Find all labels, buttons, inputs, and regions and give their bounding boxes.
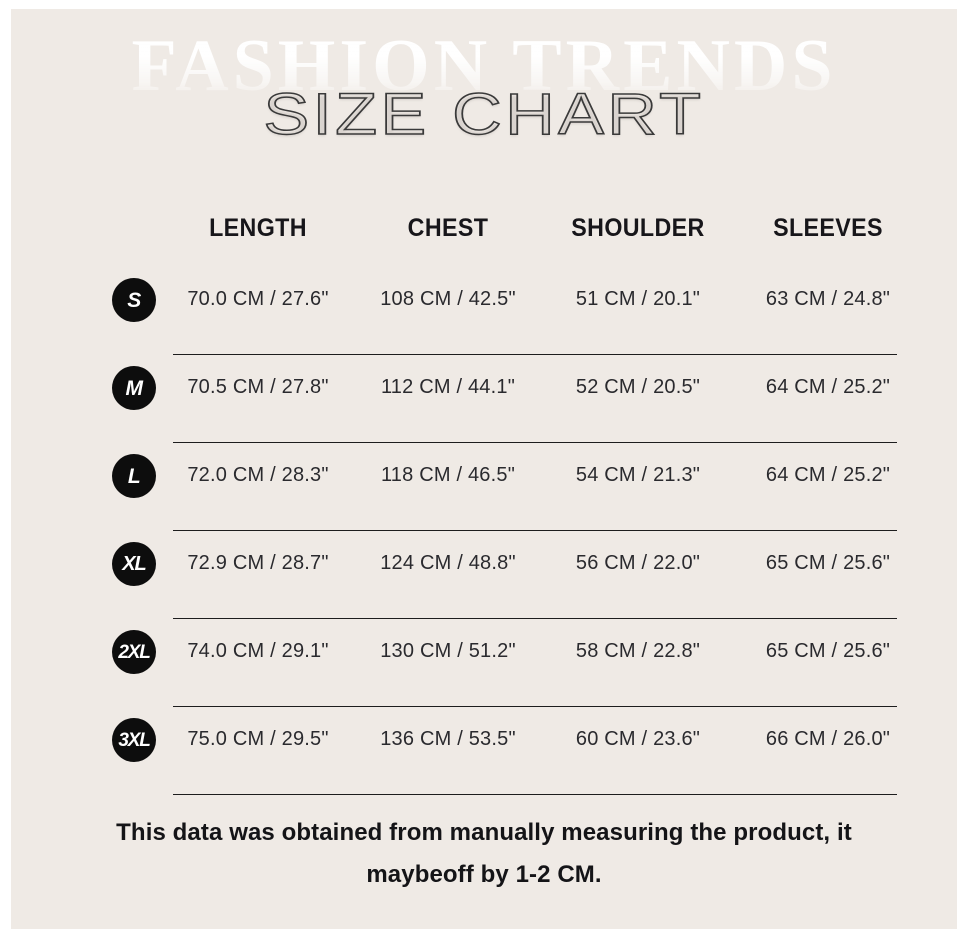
row-values: 75.0 CM / 29.5" 136 CM / 53.5" 60 CM / 2… — [11, 707, 957, 771]
cell-length: 72.9 CM / 28.7" — [187, 551, 329, 574]
row-values: 72.9 CM / 28.7" 124 CM / 48.8" 56 CM / 2… — [11, 531, 957, 595]
footer-line-1: This data was obtained from manually mea… — [116, 819, 852, 847]
size-badge-3xl: 3XL — [112, 718, 156, 762]
cell-length: 75.0 CM / 29.5" — [187, 727, 329, 750]
size-badge-2xl: 2XL — [112, 630, 156, 674]
size-badge-l: L — [112, 454, 156, 498]
page-title: SIZE CHART — [263, 82, 705, 147]
size-table: LENGTH CHEST SHOULDER SLEEVES S 70.0 CM … — [11, 181, 957, 795]
row-values: 70.0 CM / 27.6" 108 CM / 42.5" 51 CM / 2… — [11, 267, 957, 331]
size-badge-m: M — [112, 366, 156, 410]
cell-chest: 130 CM / 51.2" — [380, 639, 516, 662]
row-values: 70.5 CM / 27.8" 112 CM / 44.1" 52 CM / 2… — [11, 355, 957, 419]
row-divider — [173, 618, 897, 619]
cell-shoulder: 56 CM / 22.0" — [575, 551, 701, 574]
footer-note: This data was obtained from manually mea… — [11, 812, 957, 895]
cell-length: 72.0 CM / 28.3" — [187, 463, 329, 486]
row-divider — [173, 794, 897, 795]
column-header-chest: CHEST — [407, 214, 489, 242]
row-divider — [173, 442, 897, 443]
row-divider — [173, 530, 897, 531]
fashion-trends-watermark: FASHION TRENDS — [11, 29, 957, 103]
cell-shoulder: 51 CM / 20.1" — [575, 287, 701, 310]
cell-sleeves: 64 CM / 25.2" — [765, 375, 891, 398]
cell-chest: 136 CM / 53.5" — [380, 727, 516, 750]
size-badge-s: S — [112, 278, 156, 322]
cell-sleeves: 65 CM / 25.6" — [765, 639, 891, 662]
cell-sleeves: 63 CM / 24.8" — [765, 287, 891, 310]
poster-panel: FASHION TRENDS SIZE CHART LENGTH CHEST S… — [11, 9, 957, 929]
footer-line-2: maybeoff by 1-2 CM. — [366, 860, 602, 888]
table-row: 2XL 74.0 CM / 29.1" 130 CM / 51.2" 58 CM… — [11, 619, 957, 707]
cell-shoulder: 54 CM / 21.3" — [575, 463, 701, 486]
table-header-row: LENGTH CHEST SHOULDER SLEEVES — [11, 181, 957, 243]
cell-chest: 124 CM / 48.8" — [380, 551, 516, 574]
row-divider — [173, 354, 897, 355]
cell-sleeves: 65 CM / 25.6" — [765, 551, 891, 574]
size-badge-xl: XL — [112, 542, 156, 586]
table-row: 3XL 75.0 CM / 29.5" 136 CM / 53.5" 60 CM… — [11, 707, 957, 795]
table-row: L 72.0 CM / 28.3" 118 CM / 46.5" 54 CM /… — [11, 443, 957, 531]
cell-sleeves: 64 CM / 25.2" — [765, 463, 891, 486]
row-values: 72.0 CM / 28.3" 118 CM / 46.5" 54 CM / 2… — [11, 443, 957, 507]
column-header-length: LENGTH — [209, 214, 307, 242]
cell-shoulder: 60 CM / 23.6" — [575, 727, 701, 750]
row-values: 74.0 CM / 29.1" 130 CM / 51.2" 58 CM / 2… — [11, 619, 957, 683]
cell-length: 70.5 CM / 27.8" — [187, 375, 329, 398]
row-divider — [173, 706, 897, 707]
cell-chest: 118 CM / 46.5" — [380, 463, 516, 486]
table-body: S 70.0 CM / 27.6" 108 CM / 42.5" 51 CM /… — [11, 267, 957, 795]
cell-length: 74.0 CM / 29.1" — [187, 639, 329, 662]
table-row: XL 72.9 CM / 28.7" 124 CM / 48.8" 56 CM … — [11, 531, 957, 619]
cell-sleeves: 66 CM / 26.0" — [765, 727, 891, 750]
cell-shoulder: 58 CM / 22.8" — [575, 639, 701, 662]
column-header-sleeves: SLEEVES — [773, 214, 883, 242]
table-row: S 70.0 CM / 27.6" 108 CM / 42.5" 51 CM /… — [11, 267, 957, 355]
cell-chest: 108 CM / 42.5" — [380, 287, 516, 310]
poster-header: FASHION TRENDS SIZE CHART — [11, 9, 957, 181]
cell-chest: 112 CM / 44.1" — [380, 375, 516, 398]
table-row: M 70.5 CM / 27.8" 112 CM / 44.1" 52 CM /… — [11, 355, 957, 443]
column-header-shoulder: SHOULDER — [571, 214, 705, 242]
cell-shoulder: 52 CM / 20.5" — [575, 375, 701, 398]
cell-length: 70.0 CM / 27.6" — [187, 287, 329, 310]
